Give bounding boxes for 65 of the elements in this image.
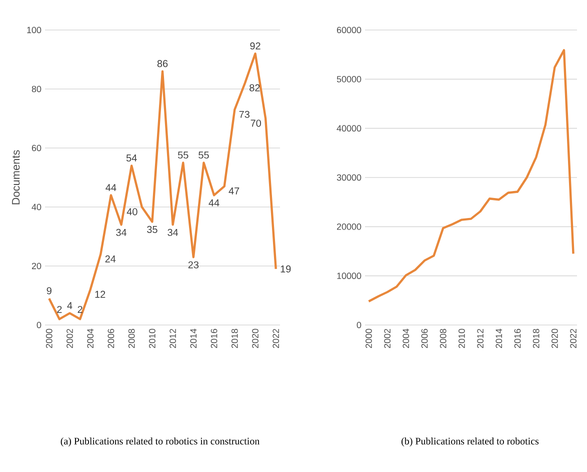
x-tick-label: 2018 xyxy=(231,328,238,348)
y-tick-label: 20000 xyxy=(337,223,362,230)
y-tick-label: 60 xyxy=(32,144,42,152)
x-tick-label: 2006 xyxy=(421,328,428,348)
x-tick-label: 2012 xyxy=(477,328,484,348)
data-label: 55 xyxy=(178,152,188,159)
y-axis-title: Documents xyxy=(12,150,20,204)
data-label: 19 xyxy=(280,265,291,272)
y-tick-label: 40 xyxy=(32,204,42,210)
x-tick-label: 2022 xyxy=(272,328,280,348)
data-label: 34 xyxy=(116,228,127,236)
y-tick-label: 40000 xyxy=(336,125,362,132)
data-label: 2 xyxy=(78,306,82,313)
y-tick-label: 20 xyxy=(32,262,42,270)
x-tick-label: 2016 xyxy=(514,328,521,348)
x-tick-label: 2014 xyxy=(496,328,502,348)
data-label: 44 xyxy=(208,199,220,206)
line-series xyxy=(368,49,574,302)
data-label: 70 xyxy=(250,120,261,127)
y-tick-label: 0 xyxy=(356,322,362,328)
line-series xyxy=(48,52,277,320)
x-tick-label: 2018 xyxy=(532,328,540,348)
text: (a) Publications related to robotics in construction xyxy=(60,437,260,447)
x-tick-label: 2010 xyxy=(149,328,156,348)
x-tick-label: 2012 xyxy=(170,328,176,348)
x-tick-label: 2008 xyxy=(440,328,446,348)
data-label: 82 xyxy=(250,84,260,92)
x-tick-label: 2002 xyxy=(66,328,73,348)
x-tick-label: 2002 xyxy=(384,328,390,348)
x-tick-label: 2022 xyxy=(570,328,576,348)
data-label: 12 xyxy=(95,290,106,298)
text: (b) Publications related to robotics xyxy=(402,437,539,447)
y-tick-label: 0 xyxy=(36,322,42,328)
data-label: 9 xyxy=(46,287,52,294)
y-tick-label: 10000 xyxy=(337,272,362,280)
x-tick-label: 2000 xyxy=(46,328,52,348)
x-tick-label: 2016 xyxy=(210,328,218,348)
y-tick-label: 50000 xyxy=(336,76,362,82)
x-tick-label: 2004 xyxy=(402,328,410,348)
x-tick-label: 2000 xyxy=(366,328,372,348)
data-label: 86 xyxy=(157,60,168,68)
data-label: 2 xyxy=(57,306,62,313)
data-label: 73 xyxy=(239,110,250,118)
data-label: 54 xyxy=(126,154,137,162)
y-tick-label: 60000 xyxy=(337,26,362,34)
data-label: 4 xyxy=(67,302,72,310)
data-label: 44 xyxy=(106,184,116,192)
data-label: 35 xyxy=(147,226,158,233)
x-tick-label: 2004 xyxy=(87,328,94,348)
x-tick-label: 2008 xyxy=(128,328,135,348)
y-tick-label: 30000 xyxy=(336,174,362,181)
data-label: 40 xyxy=(126,208,138,216)
data-label: 47 xyxy=(228,188,240,194)
x-tick-label: 2014 xyxy=(190,328,197,348)
data-label: 92 xyxy=(250,42,260,50)
data-label: 34 xyxy=(168,228,178,236)
y-tick-label: 100 xyxy=(27,26,42,34)
x-tick-label: 2010 xyxy=(458,328,465,348)
x-tick-label: 2006 xyxy=(108,328,114,348)
data-label: 24 xyxy=(105,255,116,262)
x-tick-label: 2020 xyxy=(552,328,558,348)
data-label: 23 xyxy=(188,261,199,268)
x-tick-label: 2020 xyxy=(252,328,258,348)
y-tick-label: 80 xyxy=(32,86,42,92)
data-label: 55 xyxy=(198,152,209,159)
